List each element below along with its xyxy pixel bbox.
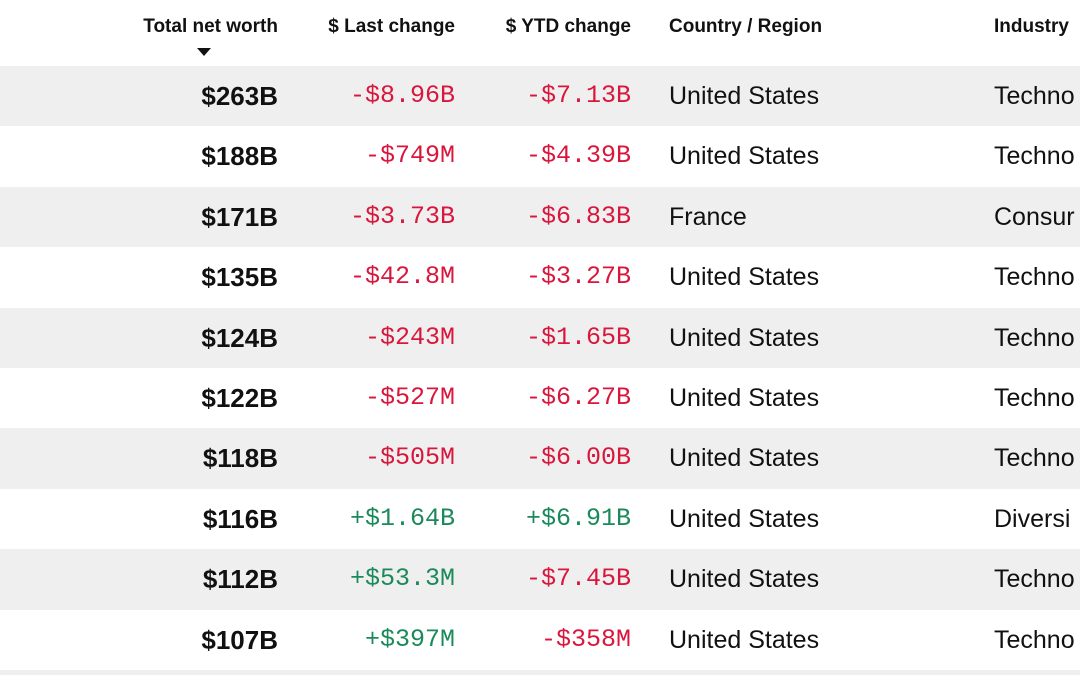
country: United States <box>669 142 820 171</box>
table-row: $116B +$1.64B +$6.91B United States Diversi <box>0 489 1080 549</box>
country: United States <box>669 504 820 533</box>
last-change: +$1.64B <box>349 503 455 533</box>
industry: Techno <box>994 625 1075 654</box>
last-change: -$505M <box>364 443 455 473</box>
net-worth: $124B <box>201 322 278 353</box>
net-worth: $112B <box>202 564 278 595</box>
net-worth: $116B <box>202 503 278 534</box>
country: United States <box>669 444 820 473</box>
industry: Techno <box>994 444 1075 473</box>
ytd-change: -$7.13B <box>525 81 631 110</box>
table-row: $263B -$8.96B -$7.13B United States Techno <box>0 66 1080 127</box>
table-row: $118B -$505M -$6.00B United States Techno <box>0 428 1080 489</box>
ytd-change: -$4.39B <box>525 141 631 171</box>
industry: Techno <box>994 142 1075 171</box>
ytd-change: -$6.83B <box>525 201 631 231</box>
last-change: -$3.73B <box>349 201 455 231</box>
net-worth: $135B <box>201 262 278 293</box>
industry: Techno <box>994 263 1075 292</box>
ytd-change: -$3.27B <box>525 262 631 292</box>
last-change: -$527M <box>364 383 455 412</box>
net-worth: $122B <box>201 383 278 413</box>
last-change: -$8.96B <box>349 81 455 110</box>
country: United States <box>669 263 820 292</box>
table-row: $124B -$243M -$1.65B United States Techno <box>0 307 1080 368</box>
ytd-change: -$1.65B <box>525 322 631 352</box>
ytd-change: -$6.27B <box>525 383 631 412</box>
table-row: $135B -$42.8M -$3.27B United States Techno <box>0 247 1080 307</box>
last-change: +$397M <box>364 624 455 654</box>
country: France <box>669 202 747 231</box>
table-row: $171B -$3.73B -$6.83B France Consur <box>0 186 1080 248</box>
last-change: -$42.8M <box>349 262 455 292</box>
ytd-change: -$358M <box>540 624 631 654</box>
table-row: $188B -$749M -$4.39B United States Techno <box>0 126 1080 186</box>
industry: Consur <box>994 202 1075 231</box>
row-strip <box>0 670 1080 675</box>
table-row: $112B +$53.3M -$7.45B United States Techno <box>0 549 1080 610</box>
ytd-change: -$6.00B <box>525 443 631 473</box>
net-worth: $118B <box>202 443 278 474</box>
industry: Techno <box>994 384 1075 412</box>
column-header[interactable]: Country / Region <box>669 16 823 37</box>
net-worth: $171B <box>201 201 278 232</box>
country: United States <box>669 565 820 594</box>
country: United States <box>669 625 820 654</box>
column-header[interactable]: $ Last change <box>328 16 455 37</box>
net-worth: $263B <box>201 81 278 111</box>
column-header[interactable]: $ YTD change <box>505 16 631 37</box>
last-change: -$749M <box>364 141 455 171</box>
column-header[interactable]: Industry <box>994 16 1069 37</box>
industry: Techno <box>994 82 1075 110</box>
sort-arrow <box>197 48 211 56</box>
last-change: -$243M <box>364 322 455 352</box>
net-worth: $188B <box>201 141 278 172</box>
country: United States <box>669 323 820 352</box>
table-row: $107B +$397M -$358M United States Techno <box>0 610 1080 670</box>
country: United States <box>669 82 820 110</box>
net-worth: $107B <box>201 624 278 655</box>
ytd-change: -$7.45B <box>525 564 631 594</box>
industry: Techno <box>994 565 1075 594</box>
column-header[interactable]: Total net worth <box>143 16 278 37</box>
industry: Diversi <box>994 504 1071 533</box>
ytd-change: +$6.91B <box>525 503 631 533</box>
country: United States <box>669 384 820 412</box>
industry: Techno <box>994 323 1075 352</box>
table-row: $122B -$527M -$6.27B United States Techno <box>0 368 1080 428</box>
last-change: +$53.3M <box>349 564 455 594</box>
